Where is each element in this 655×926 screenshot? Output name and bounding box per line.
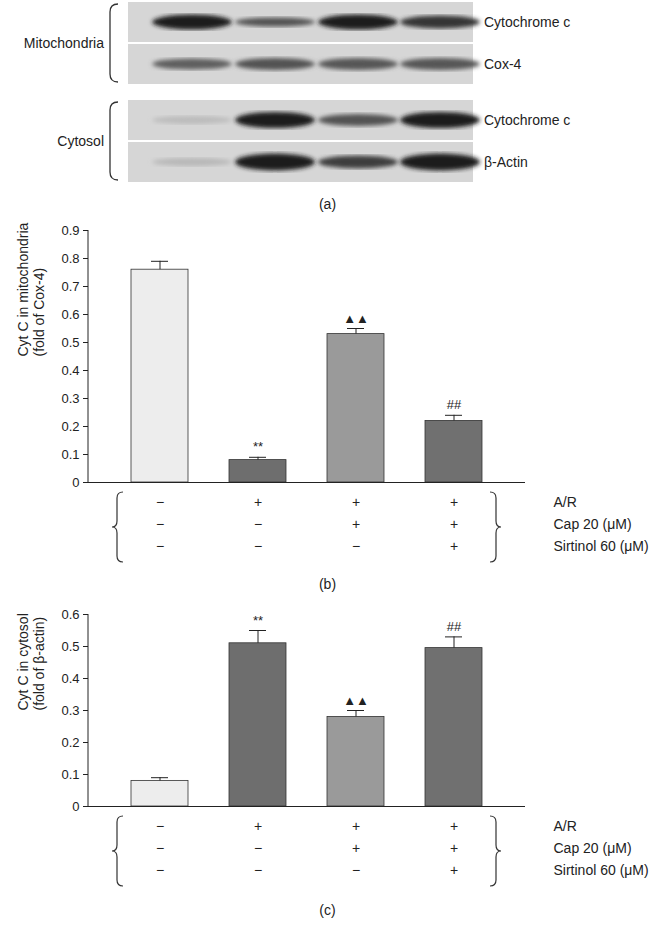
svg-text:Cox-4: Cox-4 xyxy=(484,56,522,72)
svg-text:+: + xyxy=(450,840,458,856)
svg-text:0.6: 0.6 xyxy=(61,307,79,322)
svg-text:▲▲: ▲▲ xyxy=(343,693,369,708)
svg-text:Cytosol: Cytosol xyxy=(57,133,104,149)
svg-text:−: − xyxy=(156,516,164,532)
svg-text:0.7: 0.7 xyxy=(61,279,79,294)
svg-text:−: − xyxy=(254,516,262,532)
svg-text:Mitochondria: Mitochondria xyxy=(24,35,104,51)
svg-text:0.4: 0.4 xyxy=(61,671,79,686)
svg-text:0.5: 0.5 xyxy=(61,335,79,350)
svg-text:A/R: A/R xyxy=(554,818,577,834)
svg-text:0.2: 0.2 xyxy=(61,735,79,750)
svg-text:−: − xyxy=(254,862,262,878)
svg-text:Sirtinol 60 (μM): Sirtinol 60 (μM) xyxy=(554,862,649,878)
svg-text:0.4: 0.4 xyxy=(61,363,79,378)
svg-text:−: − xyxy=(156,538,164,554)
svg-text:0.6: 0.6 xyxy=(61,607,79,622)
html-text:(a): (a) xyxy=(318,196,337,212)
svg-text:+: + xyxy=(254,494,262,510)
svg-text:−: − xyxy=(254,840,262,856)
svg-text:0.5: 0.5 xyxy=(61,639,79,654)
svg-text:**: ** xyxy=(253,613,263,628)
svg-text:0.1: 0.1 xyxy=(61,447,79,462)
svg-text:+: + xyxy=(450,494,458,510)
svg-text:0.8: 0.8 xyxy=(61,251,79,266)
html-text:(b): (b) xyxy=(318,576,337,592)
svg-text:0.9: 0.9 xyxy=(61,223,79,238)
svg-text:Cytochrome c: Cytochrome c xyxy=(484,112,570,128)
svg-text:0.3: 0.3 xyxy=(61,703,79,718)
svg-text:+: + xyxy=(254,818,262,834)
svg-text:Cap 20 (μM): Cap 20 (μM) xyxy=(554,516,632,532)
svg-text:+: + xyxy=(450,516,458,532)
svg-text:−: − xyxy=(156,818,164,834)
svg-text:+: + xyxy=(352,840,360,856)
svg-text:+: + xyxy=(352,516,360,532)
svg-text:+: + xyxy=(450,538,458,554)
svg-text:Cap 20 (μM): Cap 20 (μM) xyxy=(554,840,632,856)
svg-text:##: ## xyxy=(447,397,462,412)
svg-text:−: − xyxy=(352,862,360,878)
svg-text:Cytochrome c: Cytochrome c xyxy=(484,14,570,30)
svg-text:−: − xyxy=(156,840,164,856)
svg-text:−: − xyxy=(156,862,164,878)
svg-text:▲▲: ▲▲ xyxy=(343,311,369,326)
svg-text:+: + xyxy=(352,494,360,510)
svg-text:0: 0 xyxy=(72,475,79,490)
svg-text:Sirtinol 60 (μM): Sirtinol 60 (μM) xyxy=(554,538,649,554)
html-text:(c): (c) xyxy=(319,902,336,918)
svg-text:Cyt C in mitochondria(fold of: Cyt C in mitochondria(fold of Cox-4) xyxy=(15,222,47,356)
svg-text:β-Actin: β-Actin xyxy=(484,154,528,170)
svg-text:0.2: 0.2 xyxy=(61,419,79,434)
svg-text:0.3: 0.3 xyxy=(61,391,79,406)
svg-text:**: ** xyxy=(253,439,263,454)
svg-text:−: − xyxy=(156,494,164,510)
svg-text:+: + xyxy=(450,818,458,834)
svg-text:0.1: 0.1 xyxy=(61,767,79,782)
svg-text:−: − xyxy=(254,538,262,554)
svg-text:Cyt C in cytosol(fold of β-act: Cyt C in cytosol(fold of β-actin) xyxy=(15,613,47,710)
svg-text:+: + xyxy=(450,862,458,878)
svg-text:+: + xyxy=(352,818,360,834)
svg-text:##: ## xyxy=(447,619,462,634)
svg-text:0: 0 xyxy=(72,799,79,814)
svg-text:A/R: A/R xyxy=(554,494,577,510)
svg-text:−: − xyxy=(352,538,360,554)
